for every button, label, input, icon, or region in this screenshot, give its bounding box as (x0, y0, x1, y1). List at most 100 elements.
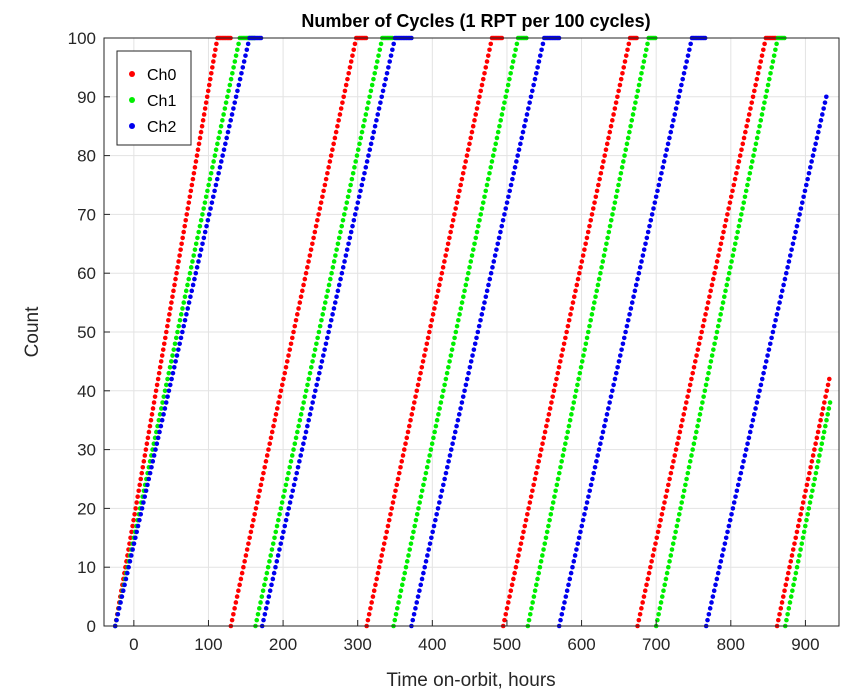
data-point (813, 141, 818, 147)
data-point (292, 323, 298, 329)
data-point (707, 294, 712, 300)
data-point (535, 464, 540, 470)
data-point (820, 406, 826, 411)
data-point (571, 400, 577, 405)
data-point (134, 500, 139, 505)
data-point (253, 506, 259, 511)
data-point (177, 341, 182, 347)
data-point (498, 118, 503, 123)
data-point (404, 559, 410, 564)
data-point (408, 541, 414, 546)
data-point (726, 270, 732, 276)
data-point (625, 47, 630, 53)
data-point (192, 247, 198, 252)
data-point (754, 135, 760, 141)
data-point (667, 135, 672, 141)
data-point (707, 364, 712, 370)
data-point (283, 364, 289, 370)
data-point (302, 394, 308, 399)
data-point (717, 247, 722, 252)
data-point (439, 488, 445, 494)
data-point (310, 400, 315, 405)
data-point (746, 112, 752, 117)
data-point (235, 88, 240, 94)
data-point (555, 370, 561, 376)
data-point (697, 412, 703, 417)
data-point (438, 400, 444, 405)
data-point (211, 159, 216, 164)
data-point (645, 229, 651, 235)
data-point (362, 170, 367, 176)
data-point (595, 282, 601, 288)
data-point (577, 370, 583, 376)
data-point (786, 259, 792, 264)
data-point (271, 423, 276, 429)
data-point (482, 70, 487, 76)
data-point (435, 288, 441, 294)
data-point (140, 464, 146, 470)
data-point (401, 576, 406, 582)
data-point (755, 394, 761, 399)
data-point (648, 564, 653, 570)
data-point (263, 606, 269, 611)
data-point (135, 494, 140, 499)
data-point (261, 470, 266, 476)
data-point (715, 570, 721, 576)
data-point (388, 511, 393, 517)
data-point (345, 76, 350, 82)
data-point (320, 312, 326, 317)
data-point (338, 106, 344, 111)
data-point (540, 553, 545, 558)
data-point (188, 265, 194, 270)
data-point (459, 300, 465, 305)
data-point (588, 482, 594, 488)
data-point (514, 559, 520, 564)
data-point (727, 200, 733, 205)
data-point (213, 147, 219, 153)
data-point (202, 200, 208, 205)
data-point (291, 447, 296, 452)
data-point (730, 253, 736, 258)
data-point (146, 429, 152, 435)
data-point (281, 494, 286, 499)
data-point (229, 617, 235, 623)
data-point (818, 118, 824, 123)
data-point (746, 176, 751, 182)
data-point (550, 394, 555, 399)
data-point (284, 359, 290, 364)
data-point (749, 100, 755, 105)
data-point (714, 576, 720, 582)
data-point (308, 364, 314, 370)
data-point (685, 53, 691, 58)
data-point (301, 282, 306, 288)
data-point (201, 112, 207, 117)
data-point (807, 470, 812, 476)
data-point (173, 276, 178, 282)
data-point (458, 306, 464, 311)
data-point (161, 394, 167, 399)
data-point (426, 459, 431, 464)
data-point (383, 76, 389, 82)
data-point (694, 429, 699, 435)
data-point (499, 223, 505, 229)
data-point (806, 506, 812, 511)
x-tick-label: 500 (493, 635, 521, 654)
data-point (770, 59, 776, 64)
data-point (295, 429, 300, 435)
data-point (803, 488, 808, 494)
data-point (324, 335, 330, 341)
data-point (483, 188, 489, 194)
data-point (569, 412, 574, 417)
data-point (287, 464, 293, 470)
data-point (410, 406, 416, 411)
data-point (573, 388, 579, 394)
data-point (429, 317, 435, 323)
data-point (559, 459, 564, 464)
data-point (737, 217, 743, 223)
data-point (370, 594, 376, 599)
data-point (355, 200, 361, 205)
data-point (707, 606, 713, 611)
data-point (391, 41, 396, 47)
data-point (205, 188, 210, 194)
data-point (657, 523, 662, 529)
